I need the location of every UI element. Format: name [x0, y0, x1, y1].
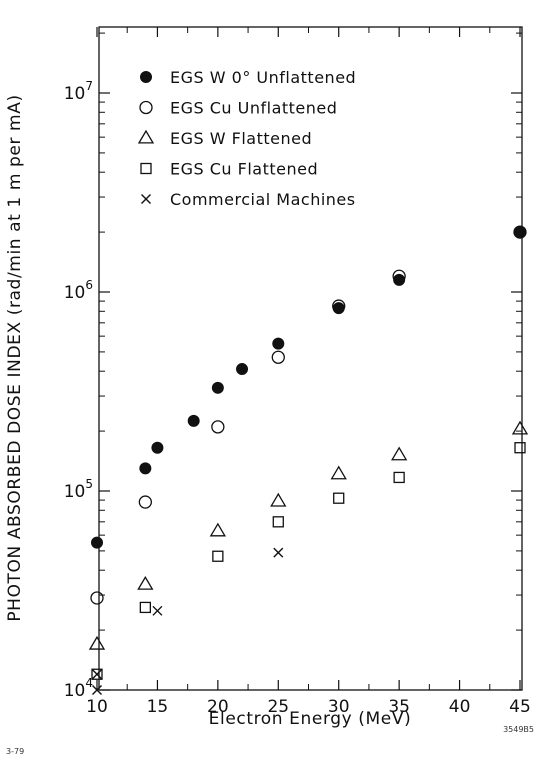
data-point — [236, 363, 249, 376]
x-tick-label: 10 — [86, 697, 108, 717]
legend-label: EGS W 0° Unflattened — [170, 68, 356, 87]
x-tick-label: 40 — [449, 697, 471, 717]
data-point — [151, 441, 164, 454]
legend-label: Commercial Machines — [170, 190, 356, 209]
corner-label-right: 3549B5 — [503, 725, 534, 734]
axis-ticks — [96, 27, 522, 691]
legend-marker — [141, 194, 151, 204]
x-tick-label: 15 — [147, 697, 169, 717]
data-point — [152, 605, 163, 616]
data-marks — [88, 225, 529, 695]
data-point — [92, 685, 102, 695]
data-point — [333, 492, 345, 504]
data-point — [211, 381, 224, 394]
data-point — [90, 591, 104, 605]
data-point — [187, 414, 200, 427]
data-point — [392, 269, 406, 283]
data-point — [139, 462, 152, 475]
x-tick-label: 20 — [207, 697, 229, 717]
series-1 — [90, 225, 527, 605]
data-point — [391, 446, 408, 461]
y-tick-label: 104 — [64, 676, 93, 701]
data-point — [511, 420, 529, 435]
series-4 — [92, 547, 284, 695]
legend: EGS W 0° Unflattened EGS Cu Unflattened EG… — [137, 68, 356, 209]
series-0 — [91, 226, 526, 549]
series-3 — [91, 442, 526, 680]
data-point — [91, 668, 103, 680]
legend-label: EGS Cu Flattened — [170, 160, 318, 179]
data-point — [393, 471, 405, 484]
data-point — [138, 495, 152, 509]
data-point — [514, 442, 526, 454]
legend-marker — [140, 162, 152, 175]
data-point — [139, 601, 151, 614]
data-point — [209, 522, 226, 537]
series-2 — [88, 420, 529, 650]
x-tick-label: 30 — [328, 697, 350, 717]
data-point — [91, 536, 103, 549]
x-axis-label: Electron Energy (MeV) — [209, 709, 412, 729]
y-axis-label: PHOTON ABSORBED DOSE INDEX (rad/min at 1… — [5, 94, 25, 621]
data-point — [330, 465, 347, 480]
data-point — [92, 669, 102, 680]
x-tick-label: 35 — [388, 697, 410, 717]
legend-marker — [137, 129, 155, 144]
y-tick-label: 106 — [64, 278, 93, 303]
data-point — [88, 635, 106, 650]
data-point — [137, 575, 154, 590]
data-point — [273, 547, 284, 558]
y-tick-label: 105 — [64, 477, 93, 502]
data-point — [272, 337, 285, 350]
legend-label: EGS W Flattened — [170, 129, 312, 148]
x-tick-label: 45 — [509, 697, 531, 717]
data-point — [211, 420, 225, 434]
data-point — [513, 225, 527, 239]
data-point — [393, 273, 406, 286]
data-point — [272, 516, 284, 528]
x-tick-label: 25 — [267, 697, 289, 717]
data-point — [270, 492, 287, 507]
legend-label: EGS Cu Unflattened — [170, 99, 337, 118]
plot-frame — [98, 26, 523, 691]
corner-label-left: 3-79 — [6, 747, 24, 756]
data-point — [212, 550, 224, 562]
axis-tick-labels: 10 15 20 25 30 35 40 45 104 105 106 107 — [64, 79, 531, 717]
data-point — [271, 350, 285, 364]
y-tick-label: 107 — [64, 79, 93, 104]
legend-marker — [140, 71, 152, 83]
data-point — [332, 299, 346, 313]
legend-marker — [139, 100, 153, 115]
